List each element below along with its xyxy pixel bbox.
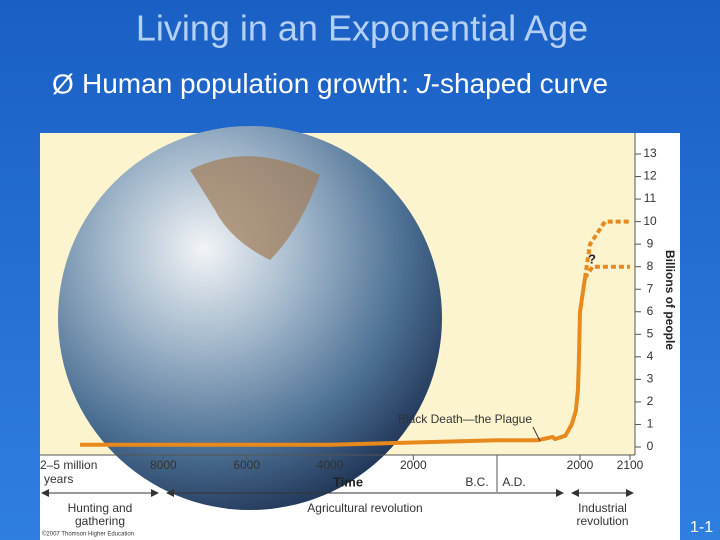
projection-label: ?	[588, 251, 596, 266]
era-label: Industrial	[578, 501, 627, 515]
projection-line	[583, 219, 630, 279]
y-tick-label: 13	[643, 146, 657, 160]
population-line	[80, 277, 587, 447]
credit: ©2007 Thomson Higher Education	[42, 531, 134, 538]
slide-title: Living in an Exponential Age	[136, 8, 588, 49]
x-start-label: 2–5 million	[40, 458, 97, 472]
page-number: 1-1	[690, 519, 713, 536]
era-label: revolution	[576, 514, 628, 528]
earth-continent	[190, 156, 320, 260]
y-tick-label: 7	[647, 281, 654, 295]
bullet-emphasis: J	[416, 68, 432, 99]
y-tick-label: 6	[647, 304, 654, 318]
era-label: Agricultural revolution	[307, 501, 422, 515]
x-axis-title: Time	[333, 474, 363, 489]
x-tick-label: 2100	[617, 458, 644, 472]
x-tick-label: 4000	[317, 458, 344, 472]
annotation: Black Death—the Plague	[398, 412, 532, 426]
annotation-pointer	[532, 426, 541, 442]
x-tick-label: 2000	[567, 458, 594, 472]
ad-label: A.D.	[502, 475, 525, 489]
y-tick-label: 5	[647, 326, 654, 340]
era-label: Hunting and	[68, 501, 133, 515]
y-axis-title: Billions of people	[663, 250, 677, 350]
y-tick-label: 11	[644, 191, 657, 205]
bullet-marker: Ø	[52, 68, 74, 99]
y-tick-label: 9	[647, 236, 654, 250]
bullet-text: Human population growth:	[82, 68, 417, 99]
bc-label: B.C.	[465, 475, 488, 489]
x-tick-label: 8000	[150, 458, 177, 472]
x-tick-label: 2000	[400, 458, 427, 472]
y-tick-label: 0	[647, 439, 654, 453]
y-tick-label: 1	[647, 417, 654, 431]
x-start-label: years	[44, 472, 73, 486]
x-tick-label: 6000	[233, 458, 260, 472]
earth-image	[58, 126, 442, 510]
y-tick-label: 10	[643, 214, 657, 228]
y-tick-label: 3	[647, 372, 654, 386]
projection-line	[583, 264, 630, 280]
y-tick-label: 4	[647, 349, 654, 363]
y-tick-label: 12	[643, 169, 657, 183]
y-tick-label: 8	[647, 259, 654, 273]
bullet: Human population growth: J-shaped curve	[82, 68, 608, 99]
bullet-text: -shaped curve	[431, 68, 608, 99]
era-label: gathering	[75, 514, 125, 528]
y-tick-label: 2	[647, 394, 654, 408]
